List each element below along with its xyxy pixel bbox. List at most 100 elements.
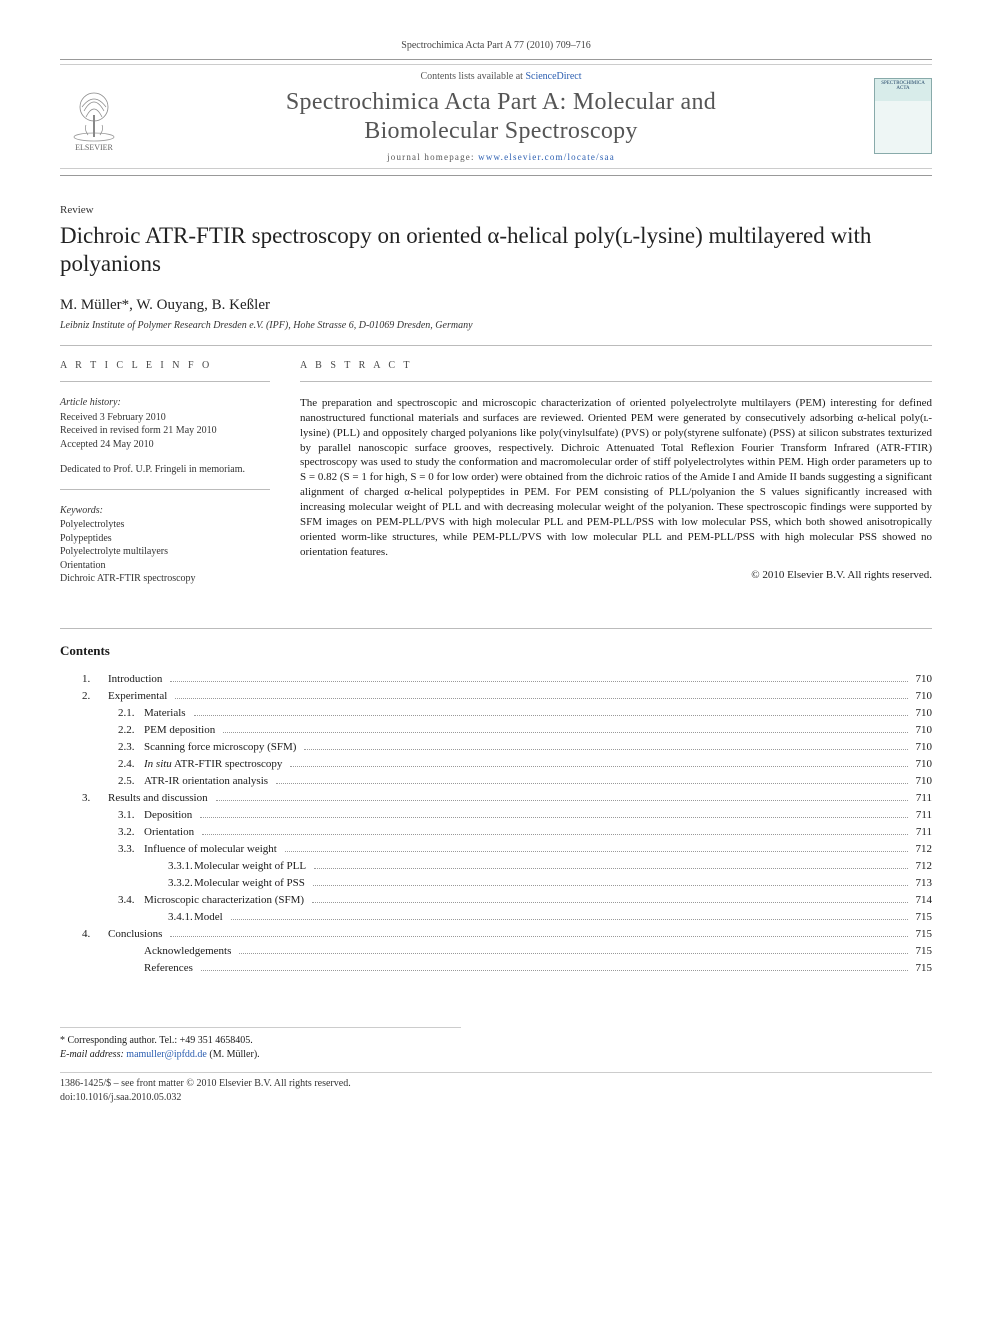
abstract-divider: [300, 381, 932, 382]
keyword-item: Dichroic ATR-FTIR spectroscopy: [60, 572, 270, 586]
article-type: Review: [60, 204, 932, 216]
received-date: Received 3 February 2010: [60, 411, 270, 425]
journal-header: ELSEVIER Contents lists available at Sci…: [60, 64, 932, 169]
toc-page: 711: [912, 824, 932, 841]
keyword-item: Polyelectrolytes: [60, 518, 270, 532]
journal-name-line1: Spectrochimica Acta Part A: Molecular an…: [286, 89, 716, 115]
toc-row[interactable]: 2.5.ATR-IR orientation analysis710: [60, 773, 932, 790]
toc-row[interactable]: 2.Experimental710: [60, 688, 932, 705]
accepted-date: Accepted 24 May 2010: [60, 438, 270, 452]
toc-title: Scanning force microscopy (SFM): [144, 739, 300, 756]
info-divider: [60, 489, 270, 490]
toc-number: 2.3.: [118, 739, 144, 756]
table-of-contents: 1.Introduction7102.Experimental7102.1.Ma…: [60, 671, 932, 978]
toc-row[interactable]: 3.4.Microscopic characterization (SFM)71…: [60, 892, 932, 909]
toc-row[interactable]: 1.Introduction710: [60, 671, 932, 688]
toc-row[interactable]: 3.3.2.Molecular weight of PSS713: [60, 875, 932, 892]
toc-number: 4.: [82, 926, 108, 943]
section-divider: [60, 628, 932, 629]
homepage-link[interactable]: www.elsevier.com/locate/saa: [478, 152, 615, 162]
keywords-list: PolyelectrolytesPolypeptidesPolyelectrol…: [60, 518, 270, 586]
front-matter-line: 1386-1425/$ – see front matter © 2010 El…: [60, 1077, 932, 1091]
toc-title: Conclusions: [108, 926, 166, 943]
toc-page: 710: [912, 739, 933, 756]
doi-line: doi:10.1016/j.saa.2010.05.032: [60, 1091, 932, 1105]
email-line: E-mail address: mamuller@ipfdd.de (M. Mü…: [60, 1048, 461, 1062]
journal-center: Contents lists available at ScienceDirec…: [128, 71, 874, 162]
toc-number: 2.1.: [118, 705, 144, 722]
article-title: Dichroic ATR-FTIR spectroscopy on orient…: [60, 222, 932, 280]
toc-title: Deposition: [144, 807, 196, 824]
toc-page: 712: [912, 841, 933, 858]
toc-page: 710: [912, 671, 933, 688]
author-email-link[interactable]: mamuller@ipfdd.de: [126, 1049, 207, 1060]
toc-row[interactable]: 2.4.In situ ATR-FTIR spectroscopy710: [60, 756, 932, 773]
toc-number: 3.3.: [118, 841, 144, 858]
homepage-prefix: journal homepage:: [387, 152, 478, 162]
dedication: Dedicated to Prof. U.P. Fringeli in memo…: [60, 463, 270, 477]
info-divider: [60, 381, 270, 382]
toc-leader-dots: [223, 732, 907, 733]
toc-page: 712: [912, 858, 933, 875]
toc-row[interactable]: 2.2.PEM deposition710: [60, 722, 932, 739]
toc-leader-dots: [312, 902, 907, 903]
toc-number: 3.: [82, 790, 108, 807]
toc-number: 2.4.: [118, 756, 144, 773]
top-rule: [60, 59, 932, 60]
toc-title: Influence of molecular weight: [144, 841, 281, 858]
toc-title: Materials: [144, 705, 190, 722]
cover-text: SPECTROCHIMICA ACTA: [881, 81, 925, 91]
journal-name-line2: Biomolecular Spectroscopy: [364, 118, 637, 144]
article-history: Article history: Received 3 February 201…: [60, 396, 270, 451]
footnotes: * Corresponding author. Tel.: +49 351 46…: [60, 1027, 461, 1062]
toc-title: References: [144, 960, 197, 977]
toc-page: 715: [912, 943, 933, 960]
toc-leader-dots: [175, 698, 907, 699]
toc-number: 2.2.: [118, 722, 144, 739]
contents-available-line: Contents lists available at ScienceDirec…: [128, 71, 874, 82]
toc-row[interactable]: 3.2.Orientation711: [60, 824, 932, 841]
toc-page: 715: [912, 909, 933, 926]
toc-title: Molecular weight of PLL: [194, 858, 310, 875]
toc-leader-dots: [216, 800, 908, 801]
toc-row[interactable]: Acknowledgements 715: [60, 943, 932, 960]
keywords-block: Keywords: PolyelectrolytesPolypeptidesPo…: [60, 504, 270, 586]
toc-number: 2.5.: [118, 773, 144, 790]
history-label: Article history:: [60, 396, 270, 410]
toc-title: Molecular weight of PSS: [194, 875, 309, 892]
toc-number: 3.3.2.: [168, 875, 194, 892]
toc-leader-dots: [304, 749, 907, 750]
toc-row[interactable]: 3.Results and discussion711: [60, 790, 932, 807]
toc-leader-dots: [285, 851, 908, 852]
email-suffix: (M. Müller).: [209, 1049, 259, 1060]
bottom-rule: [60, 175, 932, 176]
toc-row[interactable]: 4.Conclusions715: [60, 926, 932, 943]
footer: 1386-1425/$ – see front matter © 2010 El…: [60, 1072, 932, 1105]
toc-row[interactable]: 2.3.Scanning force microscopy (SFM) 710: [60, 739, 932, 756]
toc-page: 715: [912, 960, 933, 977]
corresponding-author: * Corresponding author. Tel.: +49 351 46…: [60, 1034, 461, 1048]
toc-leader-dots: [201, 970, 908, 971]
toc-page: 714: [912, 892, 933, 909]
toc-title: Acknowledgements: [144, 943, 235, 960]
toc-row[interactable]: References 715: [60, 960, 932, 977]
toc-title: Introduction: [108, 671, 166, 688]
email-label: E-mail address:: [60, 1049, 126, 1060]
toc-row[interactable]: 3.3.1.Molecular weight of PLL 712: [60, 858, 932, 875]
toc-leader-dots: [239, 953, 907, 954]
authors: M. Müller*, W. Ouyang, B. Keßler: [60, 297, 932, 314]
toc-leader-dots: [290, 766, 907, 767]
abstract-heading: a b s t r a c t: [300, 360, 932, 371]
toc-number: 3.3.1.: [168, 858, 194, 875]
keywords-label: Keywords:: [60, 504, 270, 518]
toc-row[interactable]: 3.4.1.Model715: [60, 909, 932, 926]
toc-page: 710: [912, 756, 933, 773]
toc-row[interactable]: 2.1.Materials710: [60, 705, 932, 722]
contents-prefix: Contents lists available at: [420, 71, 525, 82]
toc-leader-dots: [276, 783, 907, 784]
toc-row[interactable]: 3.3.Influence of molecular weight 712: [60, 841, 932, 858]
toc-row[interactable]: 3.1.Deposition711: [60, 807, 932, 824]
sciencedirect-link[interactable]: ScienceDirect: [525, 71, 581, 82]
article-info-column: a r t i c l e i n f o Article history: R…: [60, 360, 270, 598]
toc-title: PEM deposition: [144, 722, 219, 739]
